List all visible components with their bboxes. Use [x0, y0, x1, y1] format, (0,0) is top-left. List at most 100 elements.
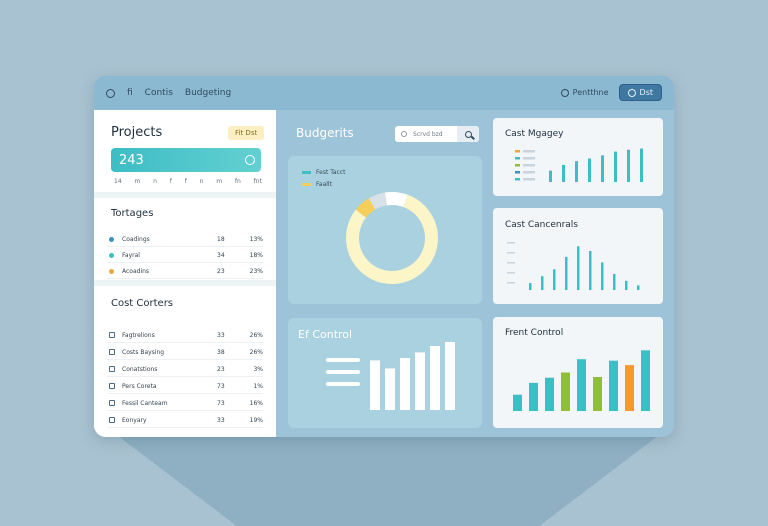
- cost-row[interactable]: Fagtrelions 33 26%: [107, 328, 263, 343]
- cost-name: Fagtrelions: [122, 331, 155, 339]
- cast-cancenrals-bar[interactable]: [637, 285, 640, 290]
- tortage-row[interactable]: Coadings 18 13%: [107, 232, 263, 247]
- legend-swatch: [515, 150, 520, 153]
- ef-bar[interactable]: [430, 346, 440, 410]
- cast-cancenrals-card: Cast Cancenrals: [493, 208, 663, 304]
- search-input[interactable]: Scrvd bzd: [413, 130, 443, 138]
- dst-button[interactable]: Dst: [618, 84, 662, 101]
- frent-control-bar[interactable]: [545, 377, 554, 411]
- cast-cancenrals-bar[interactable]: [577, 246, 580, 290]
- cast-mgagey-bar[interactable]: [640, 148, 643, 182]
- kpi-tick-label: fnt: [253, 178, 262, 185]
- cast-mgagey-bar[interactable]: [549, 170, 552, 182]
- cast-mgagey-bar[interactable]: [614, 151, 617, 182]
- kpi-bar[interactable]: 243: [111, 148, 261, 172]
- ef-bar[interactable]: [370, 360, 380, 410]
- donut-slice[interactable]: [346, 194, 438, 284]
- cost-value: 33: [217, 416, 225, 424]
- tortage-value: 23: [217, 267, 225, 275]
- cost-row[interactable]: Eonyary 33 19%: [107, 413, 263, 428]
- kpi-clock-icon: [245, 155, 255, 165]
- frent-control-bar[interactable]: [625, 365, 634, 411]
- donut-slice[interactable]: [385, 192, 408, 208]
- frent-control-bar[interactable]: [529, 382, 538, 411]
- left-sidebar: Projects Fit Dst 243 14 m n f f n m fn fnt Torta…: [94, 110, 276, 437]
- cast-cancenrals-bar[interactable]: [625, 280, 628, 290]
- ef-bar[interactable]: [385, 368, 395, 410]
- checkbox-icon: [109, 417, 115, 423]
- ef-control-title: Ef Control: [298, 328, 353, 341]
- status-dot-icon: [109, 236, 114, 242]
- cast-cancenrals-bar[interactable]: [601, 262, 604, 290]
- search-button[interactable]: [457, 126, 479, 142]
- cast-cancenrals-bar[interactable]: [553, 269, 556, 290]
- cast-mgagey-chart: [515, 148, 643, 182]
- cast-cancenrals-bar[interactable]: [541, 276, 544, 290]
- divider: [94, 280, 276, 286]
- frent-control-title: Frent Control: [505, 328, 564, 338]
- kpi-tick-label: m: [134, 178, 141, 185]
- legend-swatch: [515, 164, 520, 167]
- cost-row[interactable]: Conatstions 23 3%: [107, 362, 263, 377]
- tortage-row[interactable]: Acoadins 23 23%: [107, 264, 263, 279]
- search-box[interactable]: Scrvd bzd: [395, 126, 479, 142]
- home-button[interactable]: [106, 88, 115, 98]
- frent-control-bar[interactable]: [561, 372, 570, 411]
- ef-control-card: Ef Control: [288, 318, 482, 428]
- legend-line: [523, 157, 535, 160]
- tortage-row[interactable]: Fayral 34 18%: [107, 248, 263, 263]
- frent-control-bar[interactable]: [609, 360, 618, 411]
- cost-row[interactable]: Costs Baysing 38 26%: [107, 345, 263, 360]
- donut-slice[interactable]: [368, 192, 387, 210]
- cost-row[interactable]: Fessil Canteam 73 16%: [107, 396, 263, 411]
- cast-mgagey-bar[interactable]: [601, 155, 604, 182]
- kpi-tick-label: m: [216, 178, 223, 185]
- legend-swatch: [302, 171, 311, 174]
- user-icon: [560, 88, 569, 97]
- donut-legend-label-1: Faallt: [316, 181, 332, 188]
- top-bar: fi Contis Budgeting Pentthne Dst: [94, 76, 674, 110]
- tortage-name: Coadings: [122, 235, 150, 243]
- cast-cancenrals-bar[interactable]: [565, 256, 568, 290]
- ef-bar[interactable]: [415, 352, 425, 410]
- axis-tick: [507, 282, 515, 284]
- frent-control-bar[interactable]: [641, 350, 650, 411]
- frent-control-bar[interactable]: [593, 376, 602, 411]
- cost-row[interactable]: Pers Coreta 73 1%: [107, 379, 263, 394]
- ef-bar[interactable]: [400, 358, 410, 410]
- cost-name: Eonyary: [122, 416, 147, 424]
- nav-item-1[interactable]: fi: [127, 88, 133, 98]
- cost-value: 33: [217, 331, 225, 339]
- budgets-title: Budgerits: [296, 126, 354, 140]
- cost-value: 73: [217, 382, 225, 390]
- frent-control-card: Frent Control: [493, 317, 663, 428]
- cost-percent: 26%: [249, 348, 263, 356]
- frent-control-bar[interactable]: [513, 394, 522, 411]
- nav-item-budgeting[interactable]: Budgeting: [184, 88, 232, 98]
- tortage-percent: 18%: [249, 251, 263, 259]
- cast-cancenrals-bar[interactable]: [613, 273, 616, 290]
- legend-line: [523, 178, 535, 181]
- profile-link[interactable]: Pentthne: [560, 88, 609, 97]
- cost-percent: 3%: [253, 365, 263, 373]
- cast-mgagey-bar[interactable]: [575, 161, 578, 182]
- profile-label: Pentthne: [572, 88, 609, 97]
- cast-mgagey-card: Cast Mgagey: [493, 118, 663, 196]
- cast-cancenrals-title: Cast Cancenrals: [505, 220, 578, 230]
- frent-control-bar[interactable]: [577, 359, 586, 411]
- kpi-value: 243: [119, 152, 144, 168]
- cast-cancenrals-bar[interactable]: [589, 250, 592, 290]
- donut-legend-item-0: Fest Tacct: [302, 169, 346, 176]
- cast-cancenrals-chart: [507, 242, 640, 290]
- cast-mgagey-bar[interactable]: [588, 158, 591, 182]
- nav-item-contis[interactable]: Contis: [144, 88, 173, 98]
- cast-mgagey-bar[interactable]: [562, 164, 565, 182]
- ef-bar[interactable]: [445, 342, 455, 410]
- donut-slice[interactable]: [355, 198, 376, 218]
- projects-badge[interactable]: Fit Dst: [228, 126, 265, 140]
- cost-name: Pers Coreta: [122, 382, 157, 390]
- legend-swatch: [515, 171, 520, 174]
- cast-cancenrals-bar[interactable]: [529, 283, 532, 290]
- cost-percent: 26%: [249, 331, 263, 339]
- cast-mgagey-bar[interactable]: [627, 149, 630, 182]
